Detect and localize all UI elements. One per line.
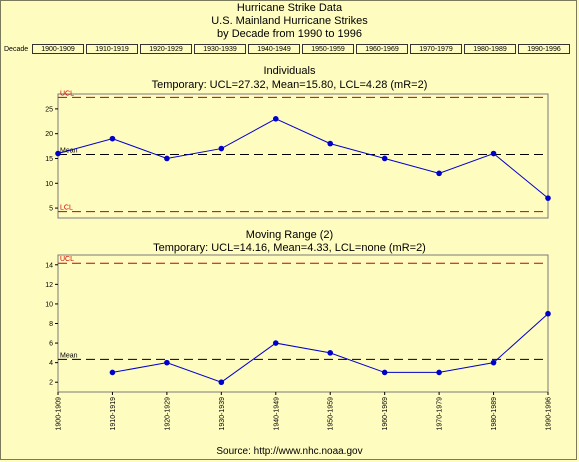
individuals-title: Individuals (263, 65, 316, 77)
x-tick-label: 1910-1919 (110, 397, 117, 431)
data-point (109, 135, 116, 142)
data-point (490, 359, 497, 366)
data-point (218, 145, 225, 152)
decade-cell: 1990-1996 (518, 44, 570, 54)
data-point (381, 369, 388, 376)
y-tick-label: 15 (45, 156, 53, 163)
decade-cell: 1900-1909 (32, 44, 84, 54)
chart-date-range: by Decade from 1990 to 1996 (217, 28, 362, 40)
y-tick-label: 10 (45, 301, 53, 308)
x-tick-label: 1930-1939 (219, 397, 226, 431)
data-point (272, 340, 279, 346)
data-point (109, 369, 116, 376)
data-point (545, 310, 551, 317)
x-tick-label: 1980-1989 (491, 397, 498, 431)
x-tick-label: 1920-1929 (164, 397, 171, 431)
decade-cell: 1910-1919 (86, 44, 138, 54)
data-point (381, 155, 388, 162)
y-tick-label: 5 (49, 206, 53, 213)
decade-row: Decade 1900-1909 1910-1919 1920-1929 193… (2, 44, 572, 56)
lcl-label: LCL (60, 205, 73, 212)
moving-range-limits: Temporary: UCL=14.16, Mean=4.33, LCL=non… (153, 242, 426, 254)
decade-cell: 1950-1959 (302, 44, 354, 54)
mean-label: Mean (60, 352, 78, 359)
y-tick-label: 10 (45, 181, 53, 188)
x-tick-label: 1960-1969 (382, 397, 389, 431)
y-tick-label: 4 (49, 360, 53, 367)
x-tick-label: 1900-1909 (56, 397, 63, 431)
decade-cell: 1920-1929 (140, 44, 192, 54)
decade-cell: 1930-1939 (194, 44, 246, 54)
data-point (55, 150, 61, 157)
series-line (112, 313, 549, 383)
data-point (436, 170, 442, 177)
y-tick-label: 12 (45, 282, 53, 289)
y-tick-label: 20 (45, 131, 53, 138)
x-tick-label: 1950-1959 (328, 397, 335, 431)
ucl-label: UCL (60, 256, 74, 263)
source-note: Source: http://www.nhc.noaa.gov (216, 446, 363, 457)
moving-range-title: Moving Range (2) (245, 229, 334, 241)
y-tick-label: 8 (49, 321, 53, 328)
series-line (57, 118, 549, 199)
y-tick-label: 2 (49, 380, 53, 387)
y-tick-label: 6 (49, 341, 53, 348)
decade-cell: 1970-1979 (410, 44, 462, 54)
data-point (436, 369, 442, 376)
plot-area (57, 254, 549, 393)
data-point (327, 350, 334, 356)
y-tick-label: 25 (45, 106, 53, 113)
chart-subtitle: U.S. Mainland Hurricane Strikes (211, 15, 368, 27)
data-point (164, 359, 170, 366)
decade-cell: 1960-1969 (356, 44, 408, 54)
plot-area (57, 93, 549, 219)
x-tick-label: 1990-1996 (546, 397, 553, 431)
decade-cell: 1940-1949 (248, 44, 300, 54)
data-point (218, 379, 225, 386)
data-point (164, 155, 170, 162)
ucl-label: UCL (60, 90, 74, 97)
data-point (272, 116, 279, 122)
data-point (327, 140, 334, 147)
decade-cell: 1980-1989 (464, 44, 516, 54)
chart-title: Hurricane Strike Data (236, 2, 343, 14)
y-tick-label: 14 (45, 262, 53, 269)
data-point (490, 150, 497, 157)
decade-row-label: Decade (4, 46, 29, 53)
x-tick-label: 1940-1949 (273, 397, 280, 431)
data-point (545, 195, 551, 201)
individuals-limits: Temporary: UCL=27.32, Mean=15.80, LCL=4.… (151, 79, 428, 91)
x-tick-label: 1970-1979 (437, 397, 444, 431)
